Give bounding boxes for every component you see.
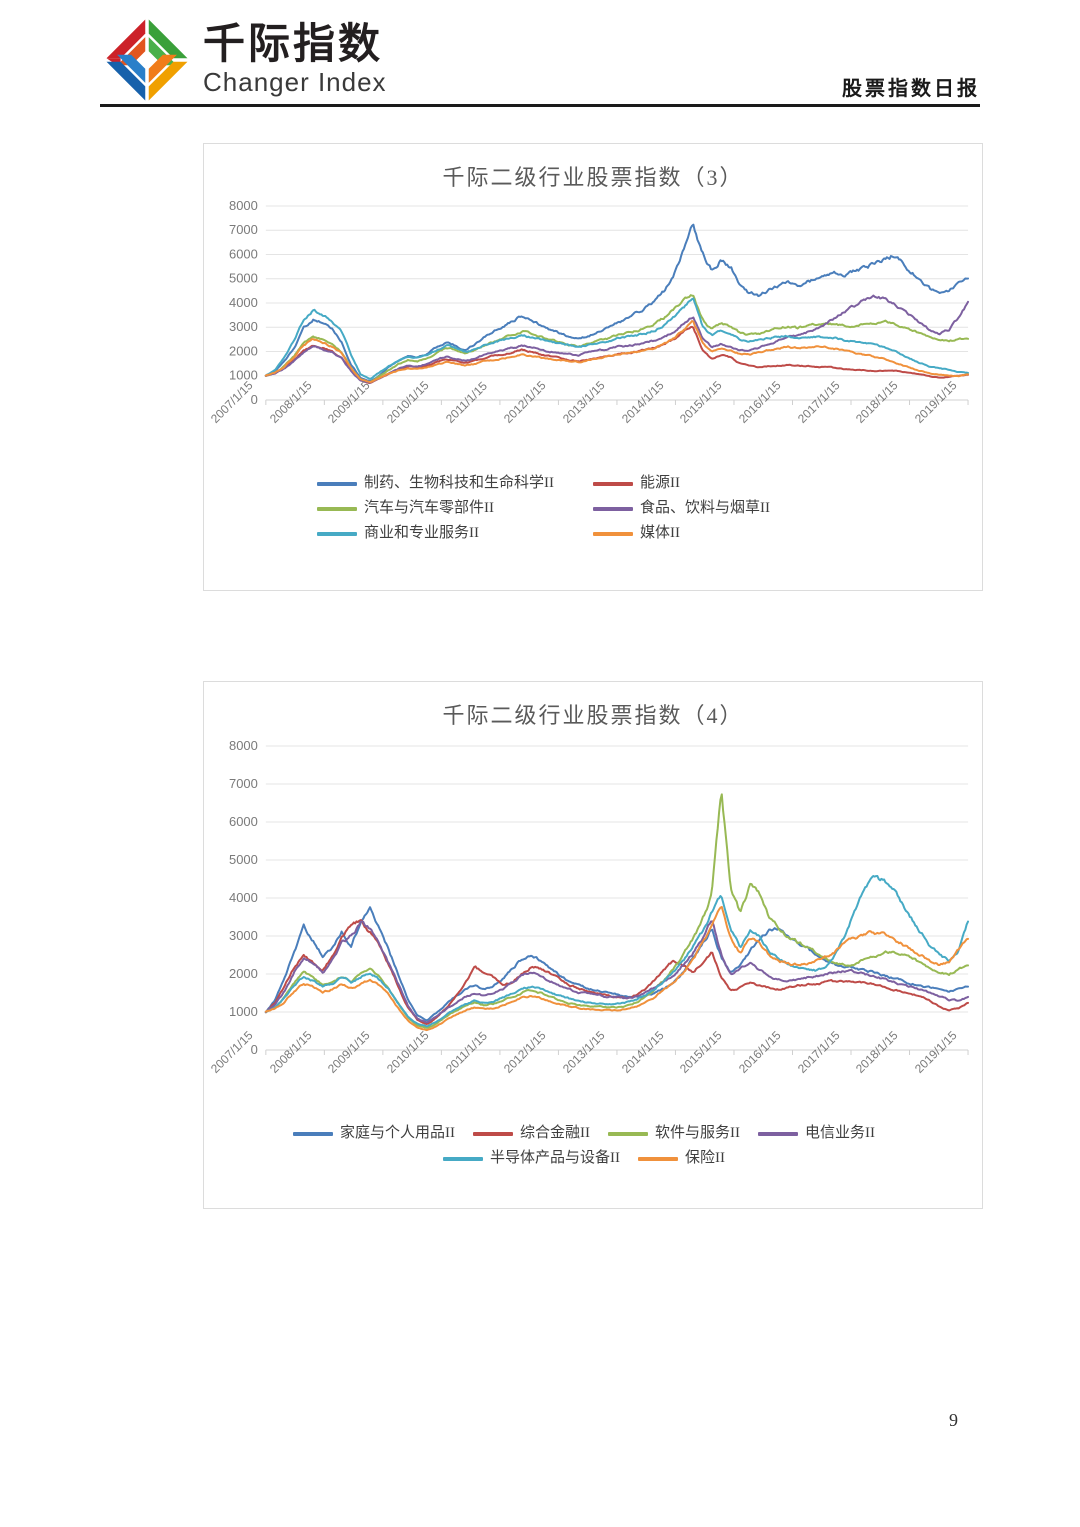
legend-color-swatch bbox=[317, 481, 357, 486]
chart-4-legend: 家庭与个人用品II 综合金融II 软件与服务II 电信业务II 半导体产品与设备II 保险… bbox=[204, 1122, 982, 1176]
y-tick-label: 8000 bbox=[229, 740, 258, 753]
legend-item[interactable]: 媒体II bbox=[593, 526, 869, 541]
legend-label: 能源II bbox=[640, 475, 680, 491]
logo-text-cn: 千际指数 bbox=[203, 20, 384, 67]
legend-item[interactable]: 半导体产品与设备II bbox=[443, 1151, 620, 1166]
chart-panel-3: 千际二级行业股票指数（3） 0 1000 2000 3000 4000 5000 6000 7… bbox=[203, 143, 983, 591]
y-tick-label: 0 bbox=[251, 392, 258, 407]
legend-label: 半导体产品与设备II bbox=[490, 1150, 620, 1166]
y-tick-label: 5000 bbox=[229, 852, 258, 867]
legend-color-swatch bbox=[293, 1131, 333, 1136]
legend-color-swatch bbox=[638, 1156, 678, 1161]
y-tick-label: 0 bbox=[251, 1042, 258, 1057]
legend-label: 制药、生物科技和生命科学II bbox=[364, 475, 554, 491]
chart-3-x-axis: 2007/1/15 2008/1/15 2009/1/15 2010/1/15 2011… bbox=[204, 378, 982, 472]
page-number: 9 bbox=[949, 1410, 958, 1430]
legend-item[interactable]: 保险II bbox=[638, 1151, 725, 1166]
legend-item[interactable]: 家庭与个人用品II bbox=[293, 1126, 455, 1141]
y-tick-label: 7000 bbox=[229, 222, 258, 237]
legend-label: 保险II bbox=[685, 1150, 725, 1166]
y-tick-label: 6000 bbox=[229, 814, 258, 829]
chart-4-x-axis: 2007/1/15 2008/1/15 2009/1/15 2010/1/15 2011… bbox=[204, 1028, 982, 1122]
y-tick-label: 4000 bbox=[229, 890, 258, 905]
legend-item[interactable]: 软件与服务II bbox=[608, 1126, 740, 1141]
legend-label: 食品、饮料与烟草II bbox=[640, 500, 770, 516]
y-tick-label: 3000 bbox=[229, 928, 258, 943]
series-line bbox=[266, 794, 968, 1028]
series-line bbox=[266, 299, 968, 379]
header-divider bbox=[100, 104, 980, 107]
legend-label: 家庭与个人用品II bbox=[340, 1125, 455, 1141]
chart-4-title: 千际二级行业股票指数（4） bbox=[442, 703, 744, 728]
y-tick-label: 4000 bbox=[229, 295, 258, 310]
series-line bbox=[266, 295, 968, 382]
legend-color-swatch bbox=[608, 1131, 648, 1136]
series-line bbox=[266, 907, 968, 1030]
series-line bbox=[266, 321, 968, 382]
legend-label: 汽车与汽车零部件II bbox=[364, 500, 494, 516]
legend-label: 综合金融II bbox=[520, 1125, 590, 1141]
legend-color-swatch bbox=[758, 1131, 798, 1136]
y-tick-label: 2000 bbox=[229, 966, 258, 981]
legend-item[interactable]: 能源II bbox=[593, 476, 869, 491]
legend-item[interactable]: 综合金融II bbox=[473, 1126, 590, 1141]
legend-color-swatch bbox=[473, 1131, 513, 1136]
legend-item[interactable]: 食品、饮料与烟草II bbox=[593, 501, 869, 516]
legend-color-swatch bbox=[593, 481, 633, 486]
y-tick-label: 6000 bbox=[229, 246, 258, 261]
series-line bbox=[266, 921, 968, 1022]
legend-item[interactable]: 电信业务II bbox=[758, 1126, 875, 1141]
page-header: 千际指数 Changer Index 股票指数日报 bbox=[0, 0, 1080, 120]
legend-color-swatch bbox=[443, 1156, 483, 1161]
legend-color-swatch bbox=[593, 531, 633, 536]
legend-color-swatch bbox=[317, 531, 357, 536]
legend-item[interactable]: 汽车与汽车零部件II bbox=[317, 501, 593, 516]
logo-text-en: Changer Index bbox=[203, 67, 387, 98]
series-line bbox=[266, 225, 968, 382]
legend-label: 媒体II bbox=[640, 525, 680, 541]
chart-4-plot-area: 0 1000 2000 3000 4000 5000 6000 7000 8000 bbox=[204, 740, 982, 1060]
y-tick-label: 7000 bbox=[229, 776, 258, 791]
y-tick-label: 2000 bbox=[229, 343, 258, 358]
legend-label: 软件与服务II bbox=[655, 1125, 740, 1141]
legend-color-swatch bbox=[593, 506, 633, 511]
changer-index-logo-icon bbox=[103, 16, 191, 104]
series-line bbox=[266, 907, 968, 1020]
legend-item[interactable]: 商业和专业服务II bbox=[317, 526, 593, 541]
y-tick-label: 5000 bbox=[229, 271, 258, 286]
chart-panel-4: 千际二级行业股票指数（4） 0 1000 2000 3000 4000 5000 6000 7… bbox=[203, 681, 983, 1209]
report-type-label: 股票指数日报 bbox=[842, 78, 980, 100]
y-tick-label: 3000 bbox=[229, 319, 258, 334]
y-tick-label: 1000 bbox=[229, 368, 258, 383]
chart-3-legend: 制药、生物科技和生命科学II 能源II 汽车与汽车零部件II 食品、饮料与烟草II 商业… bbox=[204, 472, 982, 551]
series-line bbox=[266, 876, 968, 1026]
y-tick-label: 8000 bbox=[229, 200, 258, 213]
chart-3-plot-area: 0 1000 2000 3000 4000 5000 6000 7000 8000 bbox=[204, 200, 982, 410]
legend-label: 商业和专业服务II bbox=[364, 525, 479, 541]
legend-color-swatch bbox=[317, 506, 357, 511]
y-tick-label: 1000 bbox=[229, 1004, 258, 1019]
chart-3-title: 千际二级行业股票指数（3） bbox=[442, 165, 744, 190]
legend-item[interactable]: 制药、生物科技和生命科学II bbox=[317, 476, 593, 491]
legend-label: 电信业务II bbox=[805, 1125, 875, 1141]
brand-logo: 千际指数 Changer Index bbox=[103, 16, 387, 104]
